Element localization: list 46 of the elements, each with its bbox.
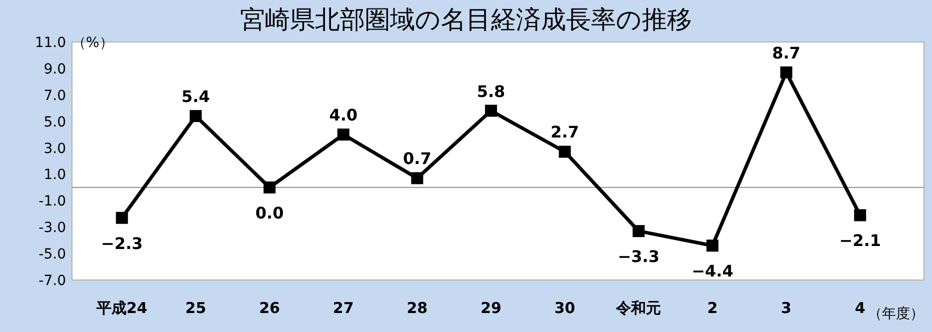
chart-title: 宮崎県北部圏域の名目経済成長率の推移: [240, 5, 692, 34]
y-tick-label: 11.0: [34, 35, 66, 51]
data-label: 4.0: [329, 106, 358, 125]
y-axis-title: （%）: [72, 35, 114, 51]
x-tick-label: 28: [406, 299, 428, 317]
y-tick-label: 9.0: [44, 61, 66, 78]
x-tick-label: 26: [259, 299, 280, 317]
point: [264, 181, 276, 194]
data-label: 8.7: [772, 43, 800, 62]
x-tick-label: 29: [480, 299, 502, 317]
x-tick-label: 4: [854, 299, 866, 317]
y-tick-label: 7.0: [44, 88, 66, 104]
data-label: 0.0: [255, 203, 284, 222]
point: [558, 146, 571, 158]
data-label: 0.7: [403, 149, 432, 168]
point: [632, 225, 645, 238]
x-tick-label: 令和元: [615, 299, 662, 317]
point: [190, 110, 202, 122]
x-tick-label: 2: [707, 299, 718, 317]
data-label: −4.4: [692, 262, 734, 281]
x-tick-label: 30: [554, 299, 576, 317]
y-tick-label: -5.0: [38, 246, 66, 263]
data-label: 5.4: [182, 87, 210, 106]
data-label: 2.7: [550, 122, 579, 142]
x-axis-title: （年度）: [868, 306, 924, 322]
x-tick-label: 3: [781, 299, 792, 317]
point: [780, 66, 792, 78]
y-tick-label: 3.0: [44, 140, 66, 157]
y-tick-label: -1.0: [38, 194, 66, 210]
x-tick-label: 27: [332, 299, 354, 317]
x-tick-label: 平成24: [95, 299, 148, 317]
data-label: −2.3: [101, 234, 143, 253]
point: [485, 104, 497, 117]
point: [706, 240, 718, 252]
point: [411, 172, 424, 184]
point: [337, 128, 350, 141]
y-tick-label: 1.0: [44, 167, 66, 184]
y-tick-label: 5.0: [44, 114, 66, 130]
data-label: −3.3: [618, 247, 660, 266]
point: [116, 212, 128, 224]
point: [854, 209, 866, 222]
x-tick-label: 25: [185, 299, 206, 317]
data-label: 5.8: [476, 82, 506, 101]
y-tick-label: -3.0: [38, 220, 66, 236]
data-label: −2.1: [839, 231, 881, 250]
y-tick-label: -7.0: [38, 273, 66, 289]
